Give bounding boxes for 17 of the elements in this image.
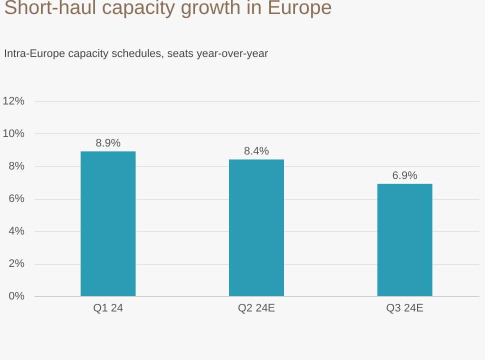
y-tick-label: 0% <box>8 290 25 302</box>
data-label: 8.9% <box>96 137 121 150</box>
chart-subtitle: Intra-Europe capacity schedules, seats year-over-year <box>4 48 268 60</box>
y-tick-label: 2% <box>8 258 25 270</box>
data-label: 8.4% <box>244 146 270 158</box>
x-tick-label: Q3 24E <box>386 302 424 314</box>
y-tick-label: 4% <box>8 226 25 238</box>
bar <box>80 151 136 296</box>
y-tick-label: 6% <box>8 193 25 205</box>
data-label: 6.9% <box>392 170 418 182</box>
y-tick-label: 8% <box>8 160 25 172</box>
bar <box>229 160 284 296</box>
x-tick-label: Q1 24 <box>93 302 124 314</box>
bar <box>377 184 432 296</box>
y-tick-label: 12% <box>2 96 25 108</box>
y-tick-label: 10% <box>2 128 25 140</box>
x-tick-label: Q2 24E <box>238 302 276 314</box>
